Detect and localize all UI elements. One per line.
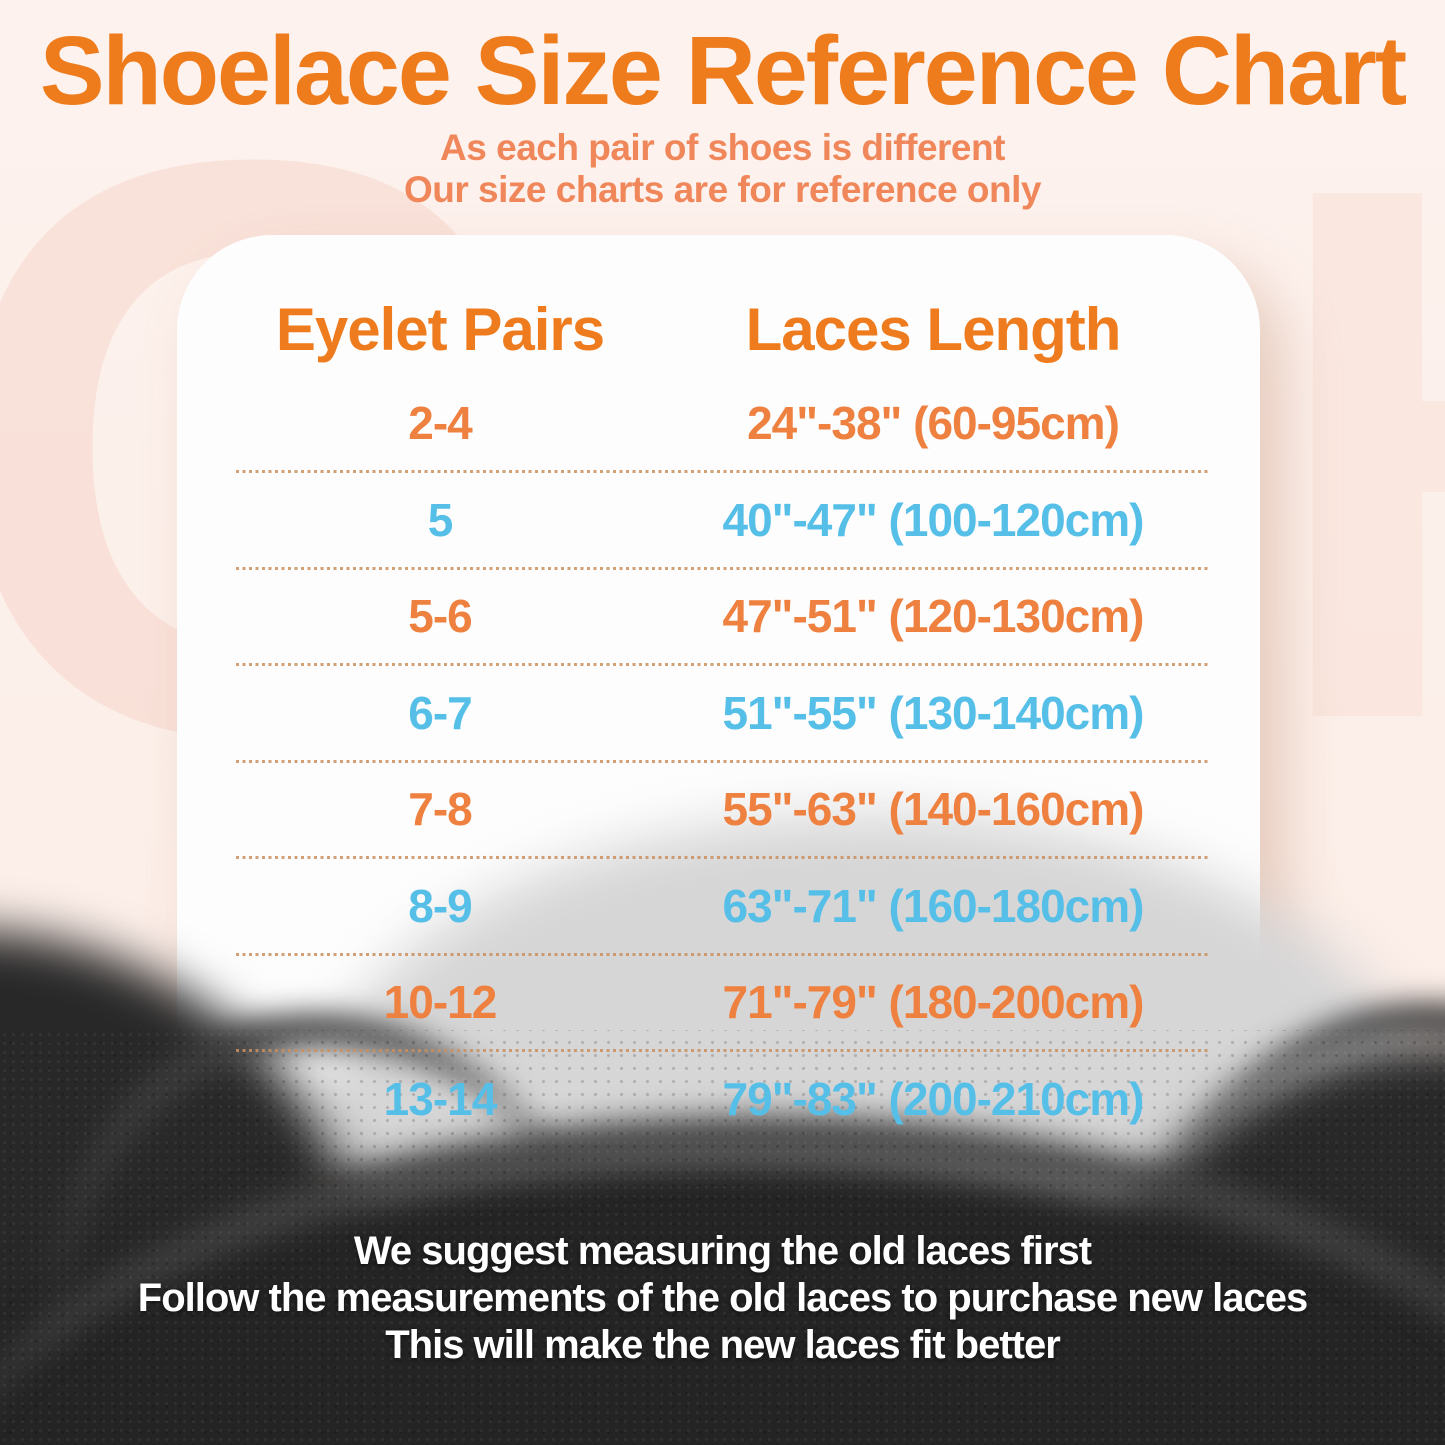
- laces-length-value: 24"-38" (60-95cm): [747, 397, 1120, 450]
- laces-length-value: 47"-51" (120-130cm): [722, 590, 1145, 643]
- footer-line-3: This will make the new laces fit better: [385, 1323, 1061, 1367]
- subtitle-line-1: As each pair of shoes is different: [440, 127, 1005, 168]
- size-table: Eyelet Pairs Laces Length 2-4 24"-38" (6…: [177, 235, 1260, 1147]
- eyelet-pairs-value: 8-9: [408, 879, 472, 932]
- eyelet-pairs-value: 5-6: [408, 590, 472, 643]
- column-header-eyelet-pairs: Eyelet Pairs: [275, 295, 605, 363]
- laces-length-value: 63"-71" (160-180cm): [722, 879, 1145, 932]
- header: Shoelace Size Reference Chart As each pa…: [0, 0, 1445, 211]
- table-row: 7-8 55"-63" (140-160cm): [177, 761, 1260, 858]
- footer-line-1: We suggest measuring the old laces first: [353, 1229, 1092, 1273]
- table-header-row: Eyelet Pairs Laces Length: [177, 235, 1260, 375]
- page-title: Shoelace Size Reference Chart: [39, 16, 1407, 125]
- table-row: 5 40"-47" (100-120cm): [177, 472, 1260, 569]
- eyelet-pairs-value: 7-8: [408, 783, 472, 836]
- eyelet-pairs-value: 10-12: [383, 976, 498, 1029]
- footer-line-2: Follow the measurements of the old laces…: [137, 1276, 1308, 1320]
- laces-length-value: 71"-79" (180-200cm): [722, 976, 1145, 1029]
- eyelet-pairs-value: 5: [427, 493, 454, 546]
- laces-length-value: 55"-63" (140-160cm): [722, 783, 1145, 836]
- footer-note: We suggest measuring the old laces first…: [0, 1228, 1445, 1369]
- eyelet-pairs-value: 13-14: [383, 1072, 498, 1125]
- table-row: 8-9 63"-71" (160-180cm): [177, 858, 1260, 955]
- table-row: 6-7 51"-55" (130-140cm): [177, 665, 1260, 762]
- eyelet-pairs-value: 6-7: [408, 686, 472, 739]
- table-row: 2-4 24"-38" (60-95cm): [177, 375, 1260, 472]
- table-row: 13-14 79"-83" (200-210cm): [177, 1051, 1260, 1148]
- background-watermark-right: H: [1262, 74, 1445, 834]
- laces-length-value: 40"-47" (100-120cm): [722, 493, 1145, 546]
- laces-length-value: 79"-83" (200-210cm): [722, 1072, 1145, 1125]
- table-row: 10-12 71"-79" (180-200cm): [177, 954, 1260, 1051]
- subtitle-line-2: Our size charts are for reference only: [404, 168, 1042, 210]
- laces-length-value: 51"-55" (130-140cm): [722, 686, 1145, 739]
- table-row: 5-6 47"-51" (120-130cm): [177, 568, 1260, 665]
- eyelet-pairs-value: 2-4: [408, 397, 472, 450]
- column-header-laces-length: Laces Length: [745, 295, 1122, 363]
